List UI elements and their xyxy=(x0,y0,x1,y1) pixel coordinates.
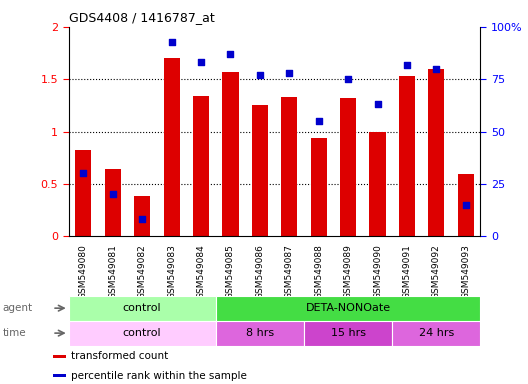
Bar xyxy=(53,355,66,358)
Bar xyxy=(310,138,327,236)
Point xyxy=(432,66,440,72)
Text: percentile rank within the sample: percentile rank within the sample xyxy=(71,371,247,381)
Point xyxy=(315,118,323,124)
Point xyxy=(197,60,205,66)
Bar xyxy=(370,131,385,236)
Bar xyxy=(340,98,356,236)
Point xyxy=(403,61,411,68)
Text: control: control xyxy=(123,303,162,313)
Bar xyxy=(164,58,180,236)
Bar xyxy=(216,321,304,346)
Bar xyxy=(134,196,150,236)
Text: GSM549088: GSM549088 xyxy=(314,245,323,300)
Text: transformed count: transformed count xyxy=(71,351,168,361)
Text: 24 hrs: 24 hrs xyxy=(419,328,454,338)
Bar xyxy=(252,105,268,236)
Point xyxy=(167,38,176,45)
Bar xyxy=(392,321,480,346)
Text: agent: agent xyxy=(3,303,33,313)
Text: GSM549091: GSM549091 xyxy=(402,245,411,300)
Point xyxy=(109,191,117,197)
Bar xyxy=(458,174,474,236)
Bar xyxy=(222,72,239,236)
Text: DETA-NONOate: DETA-NONOate xyxy=(306,303,391,313)
Text: GSM549086: GSM549086 xyxy=(256,245,265,300)
Text: GSM549090: GSM549090 xyxy=(373,245,382,300)
Bar xyxy=(69,296,216,321)
Bar xyxy=(399,76,415,236)
Point xyxy=(256,72,264,78)
Text: GSM549080: GSM549080 xyxy=(79,245,88,300)
Bar xyxy=(428,69,445,236)
Point xyxy=(226,51,234,57)
Text: 15 hrs: 15 hrs xyxy=(331,328,365,338)
Point xyxy=(373,101,382,108)
Text: GSM549085: GSM549085 xyxy=(226,245,235,300)
Point xyxy=(138,216,146,222)
Bar xyxy=(53,374,66,377)
Text: GSM549089: GSM549089 xyxy=(344,245,353,300)
Text: GSM549093: GSM549093 xyxy=(461,245,470,300)
Text: GSM549083: GSM549083 xyxy=(167,245,176,300)
Text: GDS4408 / 1416787_at: GDS4408 / 1416787_at xyxy=(69,11,214,24)
Bar xyxy=(304,321,392,346)
Point xyxy=(79,170,88,177)
Bar xyxy=(193,96,209,236)
Text: time: time xyxy=(3,328,26,338)
Bar xyxy=(281,97,297,236)
Bar xyxy=(105,169,121,236)
Text: GSM549087: GSM549087 xyxy=(285,245,294,300)
Bar xyxy=(216,296,480,321)
Text: GSM549084: GSM549084 xyxy=(196,245,205,299)
Text: GSM549092: GSM549092 xyxy=(432,245,441,299)
Text: 8 hrs: 8 hrs xyxy=(246,328,274,338)
Bar xyxy=(76,151,91,236)
Point xyxy=(461,202,470,208)
Text: control: control xyxy=(123,328,162,338)
Bar xyxy=(69,321,216,346)
Text: GSM549082: GSM549082 xyxy=(138,245,147,299)
Text: GSM549081: GSM549081 xyxy=(108,245,117,300)
Point xyxy=(285,70,294,76)
Point xyxy=(344,76,352,82)
